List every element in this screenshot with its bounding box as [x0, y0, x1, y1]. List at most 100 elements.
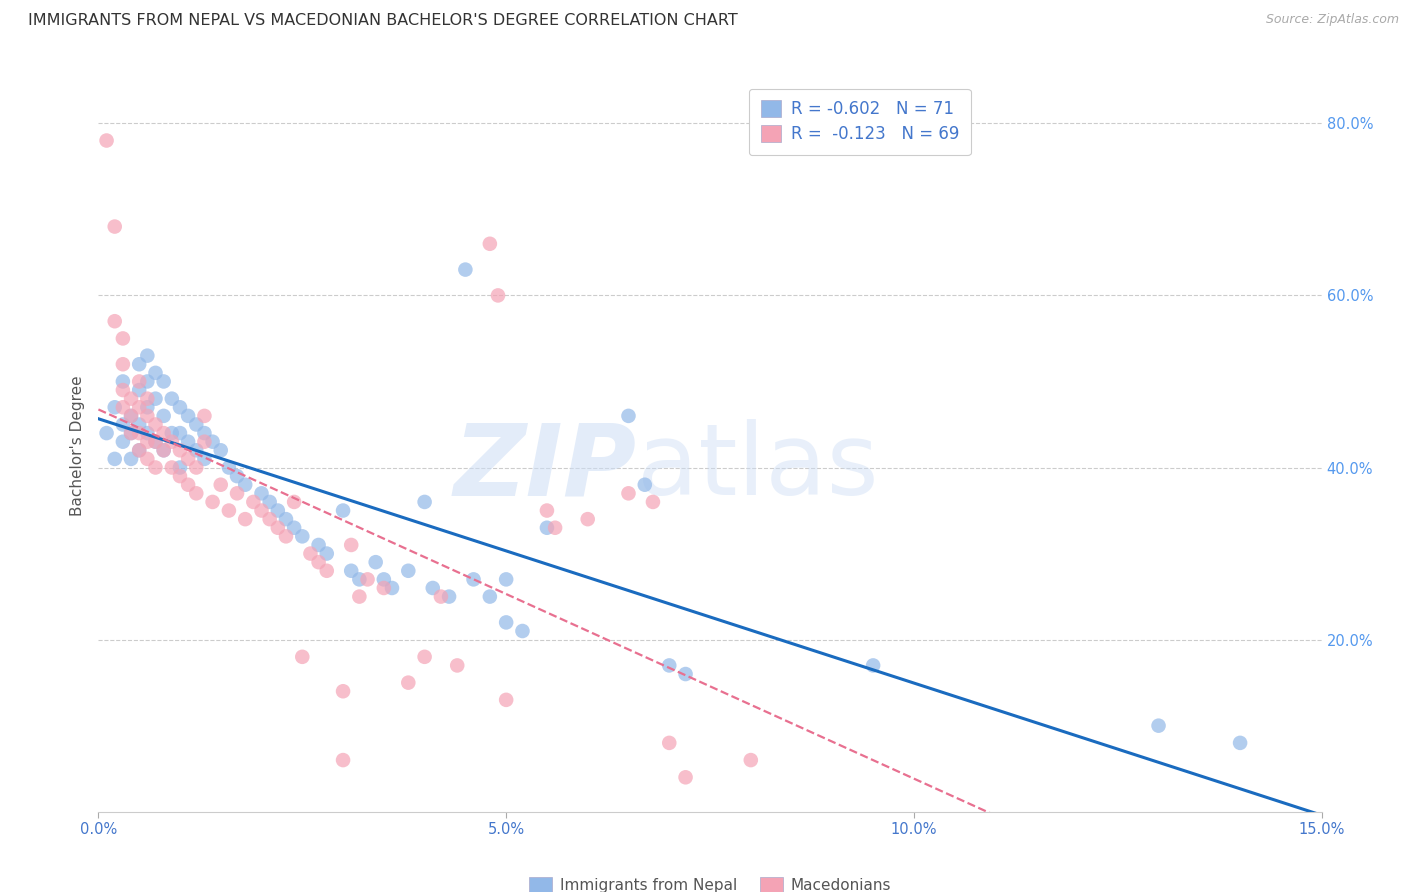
Point [145, 434, 167, 449]
Point [332, 684, 354, 698]
Point [186, 460, 208, 475]
Point [186, 486, 208, 500]
Point [152, 443, 174, 458]
Point [413, 649, 436, 664]
Point [373, 581, 395, 595]
Point [478, 236, 501, 251]
Point [259, 495, 281, 509]
Point [413, 495, 436, 509]
Point [186, 443, 208, 458]
Point [120, 409, 142, 423]
Point [862, 658, 884, 673]
Point [152, 375, 174, 389]
Point [308, 538, 330, 552]
Point [1229, 736, 1251, 750]
Point [145, 434, 167, 449]
Point [233, 477, 256, 491]
Point [349, 573, 371, 587]
Point [267, 503, 290, 517]
Point [111, 331, 134, 345]
Point [437, 590, 460, 604]
Point [120, 451, 142, 466]
Point [111, 375, 134, 389]
Point [136, 349, 159, 363]
Point [267, 521, 290, 535]
Point [332, 503, 354, 517]
Point [136, 392, 159, 406]
Point [209, 477, 232, 491]
Text: atlas: atlas [637, 419, 879, 516]
Point [1147, 719, 1170, 733]
Point [259, 512, 281, 526]
Point [169, 443, 191, 458]
Point [283, 521, 305, 535]
Point [169, 460, 191, 475]
Point [274, 529, 297, 543]
Point [463, 573, 485, 587]
Point [201, 434, 224, 449]
Point [396, 564, 419, 578]
Point [478, 590, 501, 604]
Point [111, 357, 134, 371]
Point [128, 375, 150, 389]
Point [299, 547, 322, 561]
Point [145, 460, 167, 475]
Point [136, 409, 159, 423]
Point [111, 383, 134, 397]
Point [446, 658, 468, 673]
Point [96, 134, 118, 148]
Point [111, 434, 134, 449]
Point [128, 401, 150, 415]
Point [340, 538, 363, 552]
Point [486, 288, 509, 302]
Point [193, 409, 215, 423]
Point [136, 375, 159, 389]
Point [308, 555, 330, 569]
Point [104, 314, 127, 328]
Point [152, 409, 174, 423]
Point [634, 477, 657, 491]
Point [364, 555, 387, 569]
Point [274, 512, 297, 526]
Point [160, 392, 183, 406]
Point [193, 426, 215, 441]
Point [218, 503, 240, 517]
Point [136, 434, 159, 449]
Text: ZIP: ZIP [454, 419, 637, 516]
Point [177, 451, 200, 466]
Point [422, 581, 444, 595]
Point [128, 426, 150, 441]
Point [675, 770, 697, 784]
Point [120, 409, 142, 423]
Point [536, 503, 558, 517]
Y-axis label: Bachelor's Degree: Bachelor's Degree [70, 376, 86, 516]
Point [145, 417, 167, 432]
Point [226, 469, 249, 483]
Point [169, 469, 191, 483]
Point [136, 426, 159, 441]
Legend: Immigrants from Nepal, Macedonians: Immigrants from Nepal, Macedonians [523, 871, 897, 892]
Point [104, 219, 127, 234]
Point [658, 736, 681, 750]
Point [169, 426, 191, 441]
Point [152, 443, 174, 458]
Point [111, 401, 134, 415]
Point [209, 443, 232, 458]
Point [169, 401, 191, 415]
Text: IMMIGRANTS FROM NEPAL VS MACEDONIAN BACHELOR'S DEGREE CORRELATION CHART: IMMIGRANTS FROM NEPAL VS MACEDONIAN BACH… [28, 13, 738, 29]
Point [740, 753, 762, 767]
Point [201, 495, 224, 509]
Point [315, 564, 337, 578]
Point [495, 693, 517, 707]
Point [250, 503, 273, 517]
Point [226, 486, 249, 500]
Point [177, 409, 200, 423]
Point [242, 495, 264, 509]
Point [617, 409, 640, 423]
Point [576, 512, 599, 526]
Point [136, 401, 159, 415]
Point [128, 383, 150, 397]
Point [96, 426, 118, 441]
Point [177, 477, 200, 491]
Point [495, 573, 517, 587]
